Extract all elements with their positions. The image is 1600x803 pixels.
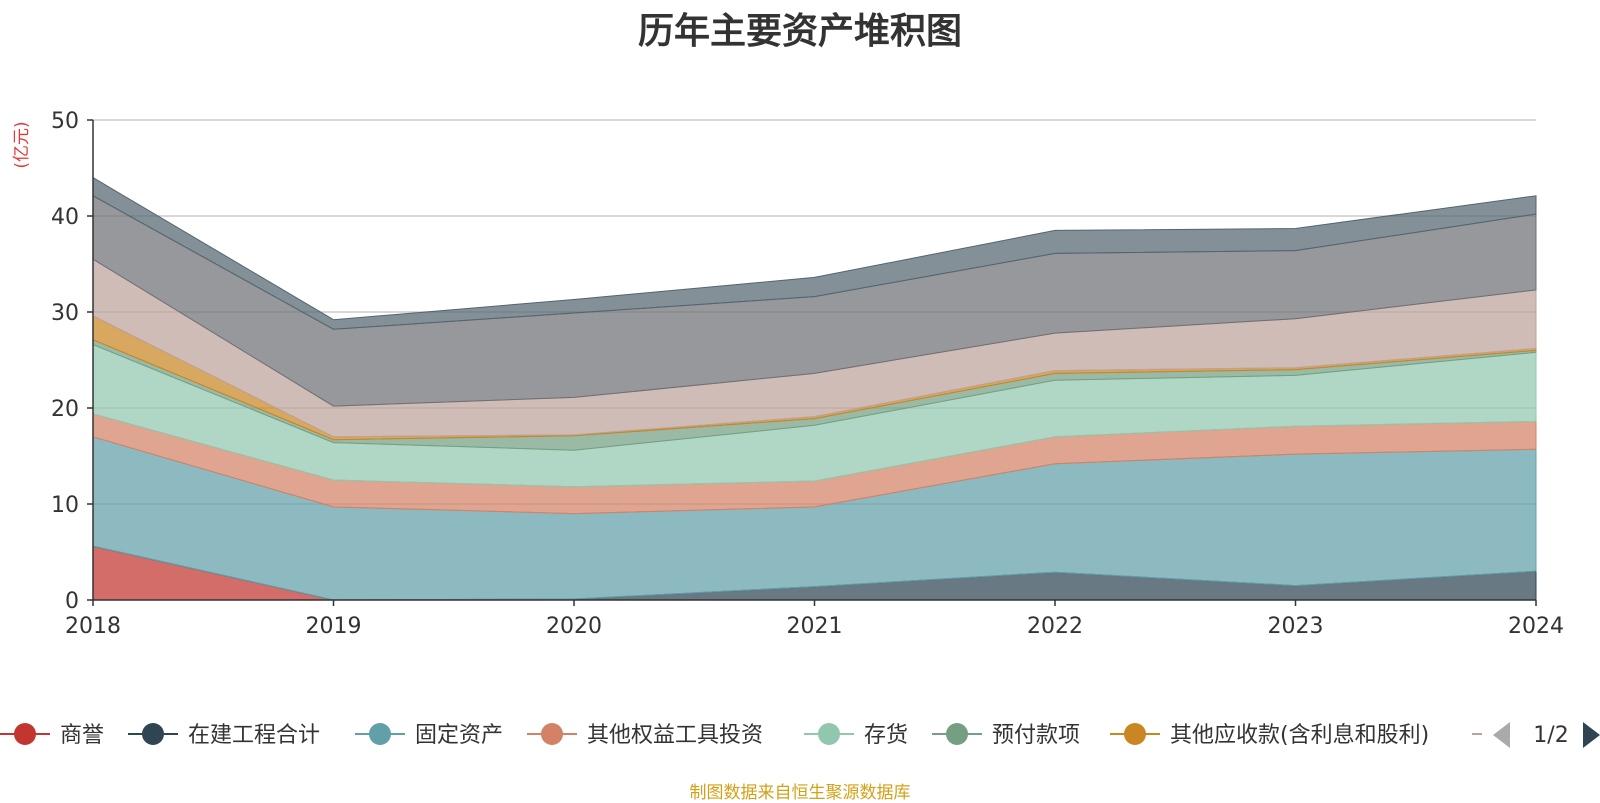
legend-circle-icon [369, 723, 391, 745]
y-tick-label: 30 [51, 301, 79, 326]
area-series-9 [92, 176, 1537, 330]
y-tick-label: 50 [51, 109, 79, 134]
chart-title: 历年主要资产堆积图 [637, 11, 962, 52]
x-tick-label: 2019 [306, 614, 362, 639]
legend-item[interactable]: 固定资产 [355, 723, 503, 748]
x-tick-label: 2021 [787, 614, 843, 639]
legend-item[interactable]: 商誉 [0, 723, 104, 748]
source-note: 制图数据来自恒生聚源数据库 [689, 783, 911, 803]
y-tick-label: 10 [51, 493, 79, 518]
legend-label: 预付款项 [992, 723, 1080, 748]
y-unit-label: (亿元) [12, 121, 32, 168]
legend-item[interactable]: 预付款项 [932, 723, 1080, 748]
x-tick-label: 2018 [65, 614, 121, 639]
legend-circle-icon [142, 723, 164, 745]
y-tick-label: 0 [65, 589, 79, 614]
legend-circle-icon [14, 723, 36, 745]
legend-label: 固定资产 [415, 723, 503, 748]
axis-layer: 0 10 20 30 40 50 2018 2019 2020 2021 2022 2023 2024 (… [12, 109, 1564, 639]
legend-label: 其他权益工具投资 [587, 723, 763, 748]
legend[interactable]: 商誉 在建工程合计 固定资产 其他权益工具投资 存货 预付款项 其他应收款(含利息和股利) 1… [0, 722, 1600, 748]
legend-label: 商誉 [60, 723, 104, 748]
x-tick-label: 2023 [1268, 614, 1324, 639]
legend-next-page-icon[interactable] [1583, 722, 1600, 748]
area-layer [92, 176, 1537, 601]
legend-item[interactable]: 其他权益工具投资 [527, 723, 763, 748]
legend-circle-icon [1124, 723, 1146, 745]
legend-item[interactable]: 存货 [804, 723, 908, 748]
y-tick-label: 40 [51, 205, 79, 230]
legend-item[interactable]: 其他应收款(含利息和股利) [1110, 723, 1429, 748]
x-tick-label: 2024 [1508, 614, 1564, 639]
legend-prev-page-icon[interactable] [1493, 722, 1510, 748]
legend-circle-icon [946, 723, 968, 745]
legend-label: 在建工程合计 [188, 723, 320, 748]
y-tick-label: 20 [51, 397, 79, 422]
legend-page-indicator: 1/2 [1533, 723, 1568, 748]
legend-circle-icon [818, 723, 840, 745]
legend-item[interactable]: 在建工程合计 [128, 723, 320, 748]
legend-circle-icon [541, 723, 563, 745]
legend-label: 存货 [864, 723, 908, 748]
legend-label: 其他应收款(含利息和股利) [1170, 723, 1429, 748]
x-tick-label: 2022 [1027, 614, 1083, 639]
x-tick-label: 2020 [546, 614, 602, 639]
